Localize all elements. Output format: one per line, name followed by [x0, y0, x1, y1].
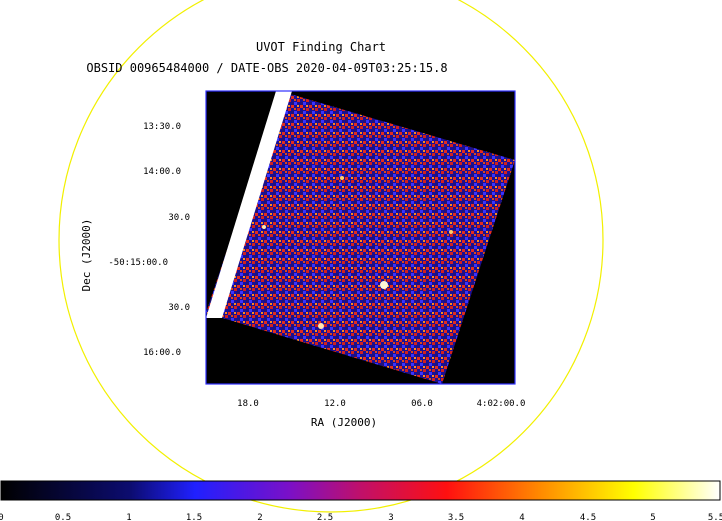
- chart-subtitle: OBSID 00965484000 / DATE-OBS 2020-04-09T…: [86, 61, 447, 75]
- colorbar: [0, 480, 721, 501]
- y-tick-label: -50:15:00.0: [108, 258, 168, 268]
- colorbar-tick-label: 4.5: [580, 513, 596, 521]
- colorbar-tick-label: 0.5: [55, 513, 71, 521]
- colorbar-tick-label: 2.5: [317, 513, 333, 521]
- colorbar-tick-label: 4: [519, 513, 524, 521]
- y-tick-label: 30.0: [168, 303, 190, 313]
- image-border: [205, 90, 516, 385]
- x-tick-label: 12.0: [324, 399, 346, 409]
- x-tick-label: 4:02:00.0: [477, 399, 526, 409]
- colorbar-tick-label: 0: [0, 513, 4, 521]
- y-tick-label: 14:00.0: [143, 167, 181, 177]
- y-axis-label: Dec (J2000): [80, 219, 93, 292]
- exposure-region: [206, 91, 515, 384]
- colorbar-tick-label: 1.5: [186, 513, 202, 521]
- chart-title: UVOT Finding Chart: [256, 40, 386, 54]
- image-frame: [206, 91, 515, 384]
- x-ticks: 18.0 12.0 06.0 4:02:00.0: [237, 399, 525, 409]
- field-circle: [58, 0, 604, 513]
- x-tick-label: 18.0: [237, 399, 259, 409]
- colorbar-ticks: 0 0.5 1 1.5 2 2.5 3 3.5 4 4.5 5 5.5: [0, 513, 722, 521]
- colorbar-tick-label: 2: [257, 513, 262, 521]
- colorbar-tick-label: 3: [388, 513, 393, 521]
- bright-sources: [262, 176, 453, 329]
- y-tick-label: 13:30.0: [143, 122, 181, 132]
- y-tick-label: 16:00.0: [143, 348, 181, 358]
- colorbar-tick-label: 5: [650, 513, 655, 521]
- colorbar-tick-label: 1: [126, 513, 131, 521]
- x-tick-label: 06.0: [411, 399, 433, 409]
- colorbar-tick-label: 5.5: [708, 513, 722, 521]
- y-tick-label: 30.0: [168, 213, 190, 223]
- detector-edge-stripe: [206, 91, 292, 318]
- x-axis-label: RA (J2000): [311, 416, 377, 429]
- colorbar-tick-label: 3.5: [448, 513, 464, 521]
- y-ticks: 13:30.0 14:00.0 30.0 -50:15:00.0 30.0 16…: [108, 122, 190, 358]
